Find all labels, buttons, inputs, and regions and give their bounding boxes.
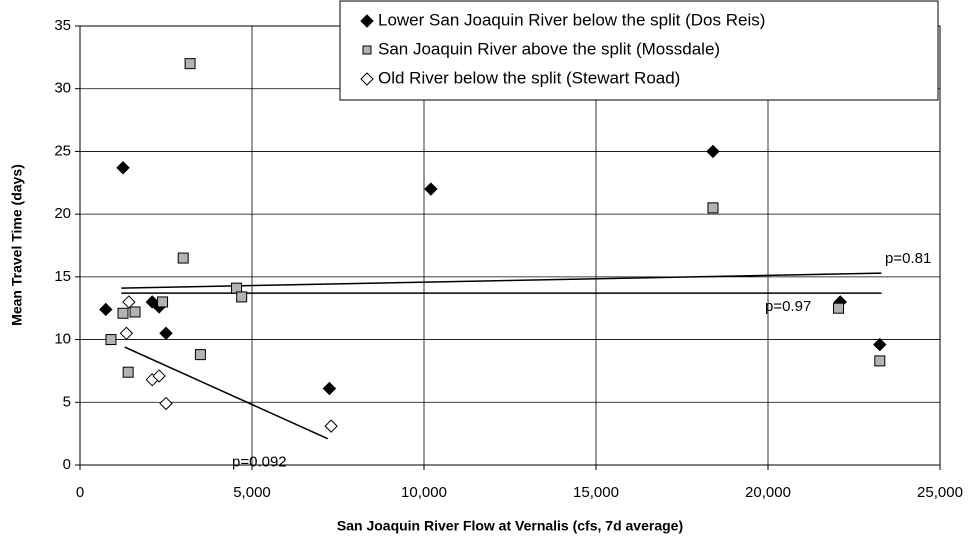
point xyxy=(157,296,169,308)
legend-label: San Joaquin River above the split (Mossd… xyxy=(378,39,720,58)
y-tick-label: 0 xyxy=(63,456,71,473)
legend-swatch xyxy=(360,72,374,86)
y-tick-label: 5 xyxy=(63,393,71,410)
point xyxy=(424,182,438,196)
point xyxy=(117,307,129,319)
point xyxy=(152,369,166,383)
point xyxy=(707,202,719,214)
x-tick-label: 5,000 xyxy=(233,484,271,501)
legend-label: Old River below the split (Stewart Road) xyxy=(378,68,680,87)
point xyxy=(105,334,117,346)
point xyxy=(99,302,113,317)
point xyxy=(322,381,337,396)
point xyxy=(129,306,141,318)
point xyxy=(122,295,136,309)
legend-box xyxy=(339,0,939,101)
x-tick-label: 25,000 xyxy=(917,484,963,501)
point xyxy=(184,58,196,70)
point xyxy=(159,326,173,341)
trendline-label: p=0.092 xyxy=(232,454,287,471)
trendline-label: p=0.81 xyxy=(885,250,931,267)
point xyxy=(236,291,248,303)
x-tick-label: 10,000 xyxy=(401,484,447,501)
y-axis-title: Mean Travel Time (days) xyxy=(9,164,25,326)
x-tick-label: 0 xyxy=(76,484,84,501)
point xyxy=(119,326,134,341)
trendline xyxy=(124,346,328,440)
x-axis-title: San Joaquin River Flow at Vernalis (cfs,… xyxy=(337,518,683,534)
point xyxy=(833,302,845,314)
point xyxy=(706,144,720,159)
y-tick-label: 20 xyxy=(54,205,71,222)
y-tick-label: 30 xyxy=(54,80,71,97)
x-tick-label: 20,000 xyxy=(745,484,791,501)
point xyxy=(159,396,173,411)
y-tick-label: 35 xyxy=(54,17,71,34)
y-tick-label: 25 xyxy=(54,142,71,159)
y-tick-label: 15 xyxy=(54,268,71,285)
point xyxy=(874,355,886,367)
point xyxy=(324,419,338,433)
point xyxy=(873,337,887,352)
legend-swatch xyxy=(362,45,372,55)
point xyxy=(194,349,206,361)
x-tick-label: 15,000 xyxy=(573,484,619,501)
y-tick-label: 10 xyxy=(54,331,71,348)
trendline-label: p=0.97 xyxy=(765,298,811,315)
point xyxy=(116,161,130,175)
point xyxy=(177,252,189,264)
legend-swatch xyxy=(360,14,374,28)
point xyxy=(145,295,159,309)
trendline xyxy=(121,272,882,289)
legend-label: Lower San Joaquin River below the split … xyxy=(378,10,765,29)
point xyxy=(122,366,134,378)
